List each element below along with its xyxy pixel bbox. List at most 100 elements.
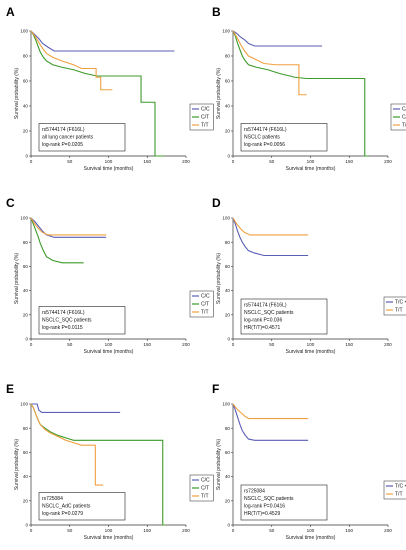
legend-label: C/T: [201, 115, 209, 121]
panel-b: B 0 50 100 150 200 0 20 40 60 80 100 Survival time (…: [212, 5, 406, 172]
annotation-box: [38, 492, 126, 521]
y-tick-label: 40: [23, 104, 29, 109]
y-axis-label: Survival probability (%): [216, 253, 222, 304]
legend-label: T/T: [395, 308, 403, 314]
y-tick-label: 80: [225, 240, 231, 245]
annotation-line: log-rank P=0.0056: [244, 142, 285, 148]
x-tick-label: 200: [384, 528, 392, 533]
annotation-box: [38, 306, 126, 335]
annotation-line: rs725084: [244, 489, 265, 495]
annotation-line: rs5744174 (F616L): [244, 303, 287, 309]
y-tick-label: 60: [23, 264, 29, 269]
annotation-line: log-rank P=0.0279: [42, 511, 83, 517]
x-tick-label: 50: [67, 528, 73, 533]
annotation-line: NSCLC_SQC patients: [42, 318, 92, 324]
x-tick-label: 200: [182, 528, 190, 533]
y-tick-label: 20: [225, 498, 231, 503]
annotation-box: [240, 484, 328, 521]
y-tick-label: 80: [225, 54, 231, 59]
annotation-line: HR(T/T)=0.4571: [244, 325, 280, 331]
legend-label: C/T: [402, 115, 406, 121]
y-tick-label: 60: [23, 450, 29, 455]
legend-label: T/T: [201, 494, 209, 500]
annotation-line: NSCLC patients: [244, 135, 280, 141]
annotation-line: log-rank P=0.0115: [42, 325, 83, 331]
x-tick-label: 0: [232, 528, 235, 533]
legend-label: C/C: [201, 107, 210, 113]
y-tick-label: 60: [225, 264, 231, 269]
y-tick-label: 100: [222, 216, 230, 221]
km-curve-t-t: [232, 217, 309, 236]
y-tick-label: 20: [23, 129, 29, 134]
y-tick-label: 0: [227, 523, 230, 528]
annotation-line: NSCLC_AdC patients: [42, 504, 91, 510]
panel-a: A 0 50 100 150 200 0 20 40 60 80 100 Survival time (…: [6, 5, 214, 172]
km-curve-t-t: [30, 403, 104, 486]
km-curve-t-c-c-c: [232, 403, 309, 441]
x-tick-label: 150: [143, 342, 151, 347]
panel-label: A: [6, 5, 15, 19]
x-tick-label: 150: [143, 528, 151, 533]
km-curve-c-c: [31, 403, 121, 414]
legend-label: T/T: [201, 123, 209, 129]
x-tick-label: 200: [182, 342, 190, 347]
panel-c: C 0 50 100 150 200 0 20 40 60 80 100 Survival time (…: [6, 196, 214, 355]
legend-label: C/C: [402, 107, 406, 113]
legend-box: [189, 290, 214, 318]
annotation-box: [240, 123, 328, 152]
km-curve-c-c: [232, 30, 323, 47]
km-curve-c-t: [232, 30, 369, 157]
annotation-line: rs5744174 (F616L): [42, 310, 85, 316]
y-axis-label: Survival probability (%): [14, 439, 20, 490]
x-tick-label: 150: [143, 159, 151, 164]
y-tick-label: 20: [23, 312, 29, 317]
y-tick-label: 0: [25, 523, 28, 528]
annotation-line: NSCLC_SQC patients: [244, 310, 294, 316]
km-curve-c-c: [30, 30, 175, 52]
panel-label: C: [6, 196, 15, 210]
y-tick-label: 60: [225, 450, 231, 455]
y-tick-label: 20: [225, 312, 231, 317]
annotation-line: all lung cancer patients: [42, 135, 94, 141]
km-curve-t-t: [232, 403, 309, 420]
annotation-line: rs5744174 (F616L): [244, 127, 287, 133]
x-axis-label: Survival time (months): [286, 535, 336, 541]
y-tick-label: 40: [23, 474, 29, 479]
panel-f: F 0 50 100 150 200 0 20 40 60 80 100 Survival time (…: [212, 382, 406, 541]
annotation-line: log-rank P=0.0416: [244, 504, 285, 510]
x-tick-label: 100: [307, 342, 315, 347]
y-tick-label: 20: [23, 498, 29, 503]
annotation-line: NSCLC_SQC patients: [244, 496, 294, 502]
x-axis-label: Survival time (months): [286, 349, 336, 355]
x-tick-label: 50: [269, 159, 275, 164]
panel-label: B: [212, 5, 221, 19]
km-curve-t-c-c-c: [232, 217, 309, 257]
km-curve-c-c: [30, 217, 107, 238]
panel-d: D 0 50 100 150 200 0 20 40 60 80 100 Survival time (…: [212, 196, 406, 355]
x-tick-label: 0: [30, 159, 33, 164]
y-tick-label: 0: [227, 337, 230, 342]
panel-label: D: [212, 196, 221, 210]
x-tick-label: 0: [232, 342, 235, 347]
x-axis-label: Survival time (months): [84, 349, 134, 355]
y-tick-label: 80: [23, 240, 29, 245]
legend-label: T/C + C/C: [395, 300, 406, 306]
y-tick-label: 40: [225, 288, 231, 293]
legend-box: [189, 474, 214, 502]
km-curve-t-t: [30, 217, 107, 236]
x-tick-label: 100: [307, 528, 315, 533]
y-tick-label: 100: [222, 29, 230, 34]
y-tick-label: 0: [227, 154, 230, 159]
annotation-line: rs725084: [42, 496, 63, 502]
x-tick-label: 100: [307, 159, 315, 164]
y-tick-label: 100: [20, 402, 28, 407]
x-tick-label: 0: [232, 159, 235, 164]
km-curve-t-t: [232, 30, 307, 96]
y-tick-label: 40: [225, 474, 231, 479]
annotation-line: rs5744174 (F616L): [42, 127, 85, 133]
x-tick-label: 50: [269, 528, 275, 533]
x-axis-label: Survival time (months): [84, 535, 134, 541]
x-tick-label: 200: [182, 159, 190, 164]
x-tick-label: 200: [384, 342, 392, 347]
